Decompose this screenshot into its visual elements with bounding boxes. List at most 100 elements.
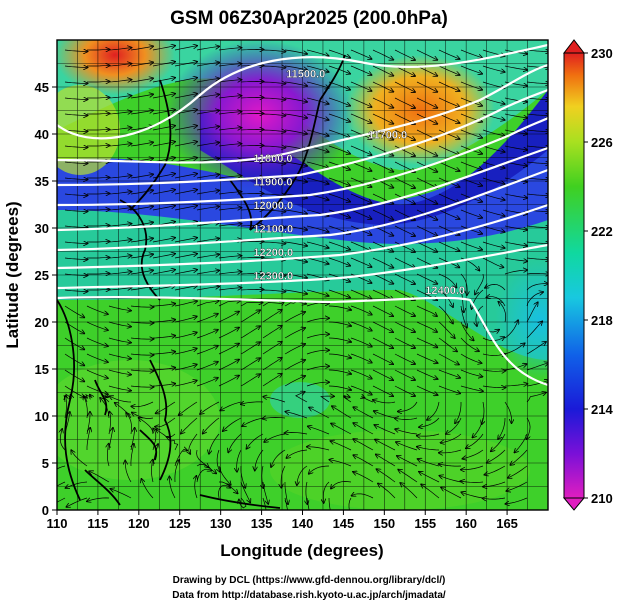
streamline — [482, 113, 505, 120]
streamline — [446, 417, 462, 434]
streamline — [108, 369, 131, 375]
streamline — [262, 162, 285, 164]
streamline — [372, 97, 393, 108]
streamline — [306, 177, 329, 184]
streamline — [262, 210, 285, 212]
streamline — [87, 145, 109, 146]
streamline — [372, 385, 393, 396]
streamline — [372, 241, 393, 252]
streamline — [66, 481, 88, 488]
streamline — [372, 145, 393, 156]
streamline — [515, 433, 528, 452]
streamline — [218, 80, 241, 82]
streamline — [86, 369, 108, 378]
streamline — [87, 129, 109, 130]
streamline — [498, 417, 506, 439]
streamline — [240, 193, 263, 194]
streamline — [374, 411, 396, 419]
streamline — [372, 65, 393, 76]
streamline — [350, 49, 372, 59]
streamline — [394, 129, 415, 140]
streamline — [330, 460, 352, 467]
streamline — [218, 485, 231, 499]
streamline — [218, 376, 239, 387]
streamline — [482, 193, 505, 200]
streamline — [306, 366, 329, 371]
streamline — [240, 209, 263, 210]
streamline — [240, 310, 260, 323]
streamline — [67, 497, 88, 507]
streamline — [375, 440, 396, 451]
streamline — [350, 305, 372, 315]
streamline — [262, 66, 285, 68]
streamline — [527, 417, 531, 439]
streamline — [111, 489, 132, 499]
streamline — [295, 392, 308, 403]
streamline — [286, 412, 308, 419]
streamline — [416, 369, 438, 379]
streamline — [174, 301, 197, 307]
streamline — [306, 225, 329, 232]
streamline — [64, 305, 84, 317]
streamline — [196, 94, 219, 99]
streamline — [350, 241, 372, 251]
streamline — [306, 129, 329, 136]
streamline — [64, 337, 84, 349]
streamline — [87, 225, 109, 226]
streamline — [108, 176, 131, 178]
streamline — [130, 254, 153, 259]
streamline — [174, 142, 197, 147]
streamline — [460, 65, 482, 74]
streamline — [108, 305, 131, 311]
streamline — [438, 385, 460, 393]
streamline — [328, 113, 350, 122]
streamline — [482, 65, 505, 72]
streamline — [126, 413, 132, 435]
streamline — [271, 449, 286, 467]
streamline — [342, 396, 351, 403]
streamline — [328, 145, 350, 154]
streamline — [247, 433, 264, 449]
streamline — [323, 481, 330, 503]
streamline — [156, 401, 176, 413]
streamline — [218, 176, 241, 178]
streamline — [460, 209, 482, 218]
streamline — [196, 362, 218, 371]
streamline — [174, 238, 197, 243]
streamline — [242, 417, 264, 426]
streamline — [64, 114, 87, 116]
streamline — [416, 225, 437, 236]
streamline — [328, 65, 350, 74]
streamline — [64, 162, 87, 164]
streamline — [130, 206, 153, 211]
streamline — [306, 350, 329, 355]
streamline — [64, 66, 87, 68]
streamline — [306, 382, 329, 387]
streamline — [87, 193, 109, 194]
map-title: GSM 06Z30Apr2025 (200.0hPa) — [170, 8, 448, 29]
colorbar-tick-label: 222 — [591, 224, 613, 239]
streamline — [64, 50, 87, 52]
streamline — [130, 270, 153, 275]
streamline — [372, 289, 393, 300]
contour-line — [57, 295, 548, 387]
streamline — [372, 81, 393, 92]
streamline — [152, 336, 175, 338]
streamline — [152, 46, 175, 51]
streamline — [460, 321, 474, 340]
streamline — [131, 444, 134, 467]
streamline — [460, 225, 482, 234]
streamline — [482, 97, 505, 104]
streamline — [130, 370, 153, 371]
streamline — [455, 402, 462, 423]
streamline — [482, 161, 505, 168]
streamline — [373, 400, 396, 403]
field-cyan-mid — [270, 382, 330, 418]
streamline — [284, 273, 307, 278]
streamline — [400, 483, 418, 499]
streamline — [508, 465, 528, 478]
streamline — [218, 312, 239, 323]
streamline — [394, 337, 415, 348]
streamline — [306, 257, 329, 264]
streamline — [378, 484, 396, 499]
